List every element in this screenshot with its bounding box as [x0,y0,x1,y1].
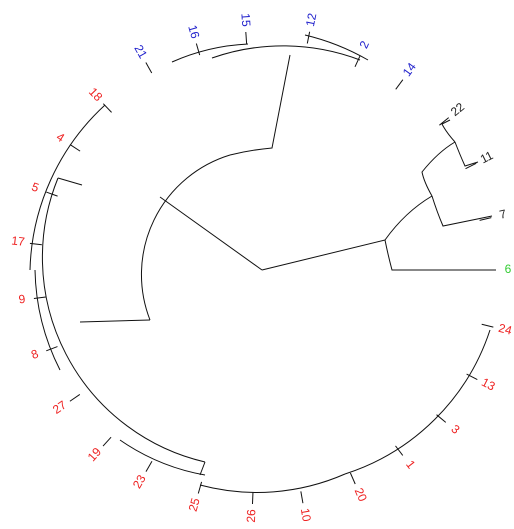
branch [454,141,479,167]
branch [79,319,151,323]
leaf-stem [197,481,203,494]
leaf-stem [300,491,304,504]
leaf-stem [479,217,492,221]
leaf-label: 4 [54,130,68,146]
leaf-stem [46,191,58,197]
branch [159,196,263,271]
leaf-stem [245,31,248,44]
leaf-stem [145,460,153,472]
leaf-label: 5 [30,180,41,196]
branch [119,439,206,476]
leaf-label: 1 [403,458,418,472]
leaf-label: 23 [130,472,149,491]
leaf-stem [395,445,404,456]
leaf-label: 21 [131,42,150,61]
leaf-stem [29,242,42,246]
leaf-label: 27 [50,398,69,417]
branch [199,473,346,493]
branch [34,269,61,371]
leaf-stem [195,43,201,56]
leaf-label: 6 [505,262,512,276]
leaf-label: 2 [356,38,372,50]
leaf-stem [349,472,356,485]
tree-branches [29,34,495,493]
branch [211,45,361,61]
leaf-stem [354,55,361,68]
leaf-label: 9 [18,292,27,307]
leaf-stem [46,346,58,352]
leaf-label: 20 [352,486,370,504]
branch [261,239,386,271]
leaf-stem [436,414,447,423]
leaf-label: 24 [497,321,514,338]
branch [344,329,491,475]
leaf-stem [465,162,477,170]
leaf-label: 7 [498,207,508,222]
leaf-label: 8 [29,346,40,362]
leaf-label: 15 [238,13,253,28]
branch [384,195,433,241]
leaf-label: 12 [303,12,319,28]
leaf-stem [33,296,46,300]
leaf-stem [395,79,404,90]
leaf-stem [102,436,112,447]
branch [57,177,83,186]
leaf-label: 14 [400,60,419,79]
leaf-stem [145,62,153,74]
leaf-label: 11 [478,148,496,166]
leaf-label: 26 [244,509,259,523]
branch [171,43,249,63]
leaf-stem [439,117,450,126]
leaf-stem [69,394,81,402]
leaf-label: 18 [86,85,106,105]
branch [29,104,106,271]
leaf-stem [466,373,478,381]
leaf-stem [306,31,311,44]
leaf-label: 10 [298,507,314,523]
branch [384,239,495,271]
branch [431,195,493,227]
leaf-label: 22 [448,100,467,119]
leaf-label: 25 [186,496,203,513]
branch [421,141,456,197]
leaf-label: 3 [448,422,462,437]
branch [441,119,456,143]
branch [199,461,206,476]
leaf-label: 16 [185,23,202,40]
leaf-stem [102,103,112,113]
leaf-stem [481,323,494,328]
leaves: 6 7 11 22 14 2 12 15 16 21 18 4 5 17 9 8 27 19 23 25 26 10 20 1… [11,12,514,523]
branch [41,177,206,463]
branch [229,54,291,156]
leaf-label: 17 [11,233,26,248]
leaf-stem [69,144,81,152]
leaf-label: 13 [479,375,498,394]
branch [140,154,231,321]
leaf-label: 19 [85,445,105,465]
